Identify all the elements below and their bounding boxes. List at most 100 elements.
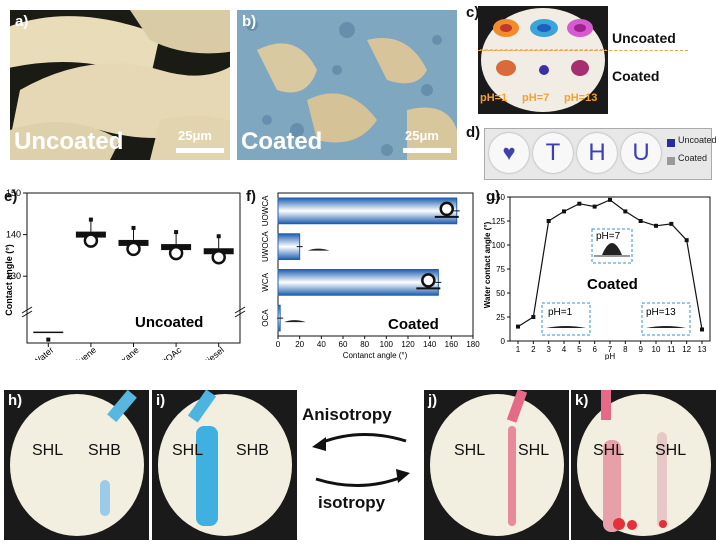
panel-i-left: SHL	[172, 442, 204, 459]
ph-label-7: pH=7	[522, 92, 550, 104]
panel-a-scalebar-label: 25μm	[178, 128, 212, 143]
chart-f-xtick-label: 40	[317, 340, 326, 349]
chart-g-point	[562, 209, 566, 214]
chart-g-ytick-label: 75	[496, 265, 505, 274]
disc-h: H	[577, 133, 617, 173]
panel-h-label: h)	[8, 392, 23, 409]
chart-f-xtick-label: 100	[380, 340, 394, 349]
chart-e-ylabel: Contact angle (°)	[4, 244, 14, 316]
panel-g-label: g)	[486, 188, 501, 205]
chart-e-point	[46, 337, 51, 342]
chart-e-point	[88, 217, 93, 222]
panel-e-label: e)	[4, 188, 18, 205]
legend-coated-label: Coated	[678, 153, 708, 163]
chart-g-xtick-label: 6	[592, 345, 597, 354]
chart-f-caption: Coated	[388, 316, 439, 333]
chart-e-xtick-label: Toluene	[68, 345, 99, 360]
chart-g-point	[638, 219, 643, 223]
panel-i-image: i) SHL SHB	[152, 390, 297, 540]
chart-e-xtick-label: Water	[31, 345, 56, 360]
ph-label-1: pH=1	[480, 92, 508, 104]
chart-g-ytick-label: 125	[492, 217, 506, 226]
disc-u: U	[621, 133, 661, 173]
chart-e-point	[131, 225, 136, 230]
drop-k-right	[659, 520, 667, 528]
panel-c-coated-label: Coated	[612, 68, 660, 84]
panel-j-label: j)	[428, 392, 438, 409]
chart-e-droplet	[168, 245, 184, 261]
chart-e-point	[174, 230, 179, 235]
tip-k-left	[601, 390, 611, 420]
stream-j	[508, 426, 516, 526]
chart-e-droplet	[126, 241, 141, 257]
chart-g-xtick-label: 9	[638, 345, 643, 354]
chart-f-droplet	[439, 201, 454, 217]
panel-h-left: SHL	[32, 442, 64, 459]
arrow-right-icon	[315, 475, 403, 487]
chart-f-category-label: UWOCA	[261, 231, 270, 262]
panel-b-scalebar	[403, 148, 451, 153]
chart-f-droplet	[284, 320, 306, 323]
chart-f-xlabel: Contanct angle (°)	[343, 351, 408, 360]
chart-g-ytick-label: 150	[492, 193, 506, 202]
panel-i-right: SHB	[236, 442, 269, 459]
panel-b-scalebar-label: 25μm	[405, 128, 439, 143]
panel-a-image: a) Uncoated 25μm	[10, 10, 230, 160]
panel-d-label: d)	[466, 124, 481, 141]
inset-ph7-label: pH=7	[596, 231, 621, 242]
inset-ph7	[591, 228, 633, 264]
chart-e-droplet	[211, 249, 226, 265]
stream-k-right	[657, 432, 667, 528]
panel-c-uncoated-label: Uncoated	[612, 30, 676, 46]
chart-g-point	[684, 238, 689, 243]
exchange-arrows: Anisotropy isotropy	[300, 405, 422, 515]
panel-k-image: k) SHL SHL	[571, 390, 716, 540]
chart-e-ytick-label: 140	[6, 230, 21, 240]
chart-g-xtick-label: 3	[546, 345, 551, 354]
chart-g-ytick-label: 0	[501, 337, 506, 346]
chart-g-xtick-label: 11	[667, 345, 676, 354]
chart-e-ytick-label: 150	[6, 188, 21, 198]
panel-a-caption: Uncoated	[14, 128, 124, 155]
panel-h-right: SHB	[88, 442, 121, 459]
inset-ph1-label: pH=1	[548, 307, 573, 318]
chart-g-xtick-label: 5	[577, 345, 582, 354]
chart-f-xtick-label: 60	[339, 340, 348, 349]
chart-g-point	[623, 209, 628, 214]
legend-uncoated-label: Uncoated	[678, 135, 716, 145]
chart-f: UOWCA UWOCA WCA OCA 0 20 40 60 80 100 120 140 160 18…	[261, 192, 480, 360]
chart-f-xtick-label: 180	[466, 340, 480, 349]
chart-g-xlabel: pH	[605, 352, 615, 360]
chart-f-xtick-label: 120	[401, 340, 415, 349]
panel-b-caption: Coated	[241, 128, 323, 155]
chart-f-bar	[277, 233, 301, 260]
chart-g-xtick-label: 7	[608, 345, 613, 354]
chart-g-xtick-label: 12	[682, 345, 691, 354]
inset-ph1	[541, 302, 591, 336]
panel-c-image: pH=1 pH=7 pH=13	[478, 6, 608, 114]
chart-f-xtick-label: 80	[360, 340, 369, 349]
chart-g-point	[654, 223, 658, 228]
chart-g-xtick-label: 4	[562, 345, 567, 354]
chart-f-bar	[277, 269, 439, 296]
drop-k-left-2	[627, 520, 637, 530]
chart-e-droplet	[83, 233, 99, 248]
panel-d-image: ♥ T H U Uncoated Coated	[484, 128, 716, 180]
chart-e-ytick-label: 130	[6, 271, 21, 281]
stream-i	[196, 426, 218, 526]
panel-a-scalebar	[176, 148, 224, 153]
chart-g-point	[531, 315, 536, 319]
chart-g-ytick-label: 100	[492, 241, 506, 250]
anisotropy-label: Anisotropy	[302, 405, 392, 424]
chart-e-xtick-label: Diesel	[200, 345, 226, 360]
chart-g-ytick-label: 25	[496, 313, 505, 322]
disc-heart: ♥	[489, 133, 529, 173]
inset-ph13-label: pH=13	[646, 307, 676, 318]
inset-ph13	[641, 302, 691, 336]
chart-g-point	[669, 221, 674, 226]
legend-uncoated-swatch	[667, 139, 675, 147]
chart-f-category-label: UOWCA	[261, 195, 270, 226]
chart-f-droplet	[421, 273, 436, 288]
chart-g-caption: Coated	[587, 276, 638, 293]
chart-e-point	[216, 234, 221, 239]
